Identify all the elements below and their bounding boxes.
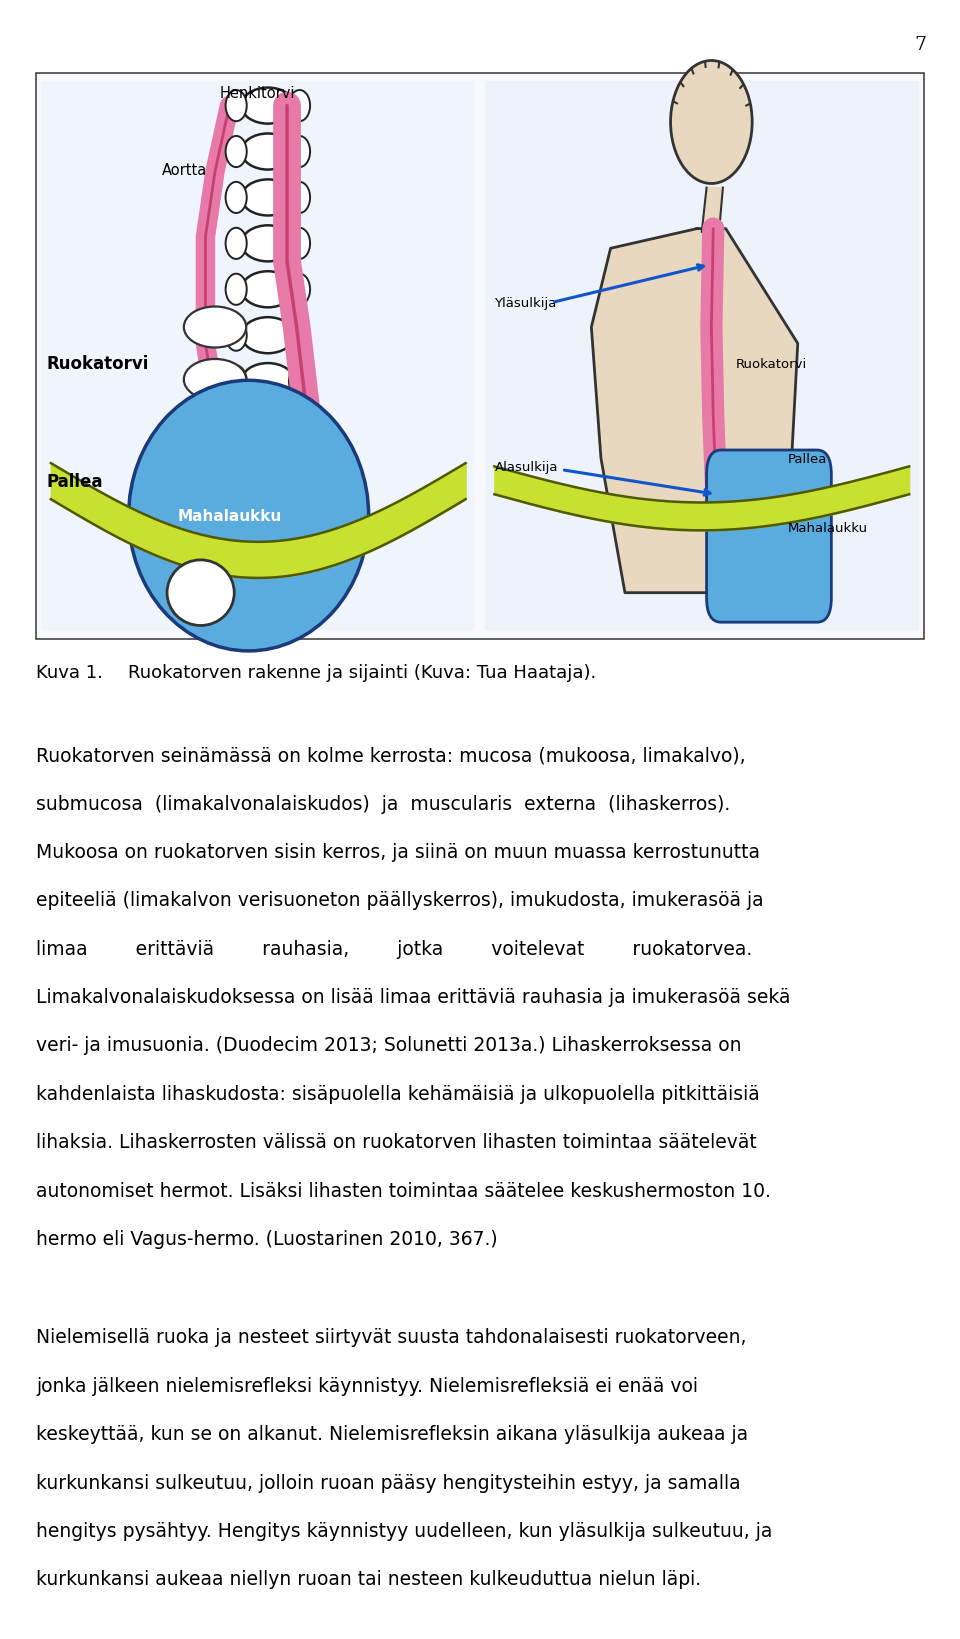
Text: hermo eli Vagus-hermo. (Luostarinen 2010, 367.): hermo eli Vagus-hermo. (Luostarinen 2010… — [36, 1229, 498, 1249]
Text: Mahalaukku: Mahalaukku — [178, 508, 281, 524]
Text: Pallea: Pallea — [46, 474, 103, 490]
Ellipse shape — [242, 364, 294, 400]
Ellipse shape — [289, 367, 310, 397]
Ellipse shape — [242, 410, 294, 446]
Ellipse shape — [242, 272, 294, 308]
Ellipse shape — [670, 61, 753, 184]
Bar — [36, 74, 924, 639]
Ellipse shape — [289, 228, 310, 259]
Text: kahdenlaista lihaskudosta: sisäpuolella kehämäisiä ja ulkopuolella pitkittäisiä: kahdenlaista lihaskudosta: sisäpuolella … — [36, 1085, 760, 1103]
Ellipse shape — [167, 561, 234, 626]
Text: epiteeliä (limakalvon verisuoneton päällyskerros), imukudosta, imukerasöä ja: epiteeliä (limakalvon verisuoneton pääll… — [36, 890, 764, 910]
Text: Nielemisellä ruoka ja nesteet siirtyvät suusta tahdonalaisesti ruokatorveen,: Nielemisellä ruoka ja nesteet siirtyvät … — [36, 1328, 747, 1347]
Text: Ruokatorvi: Ruokatorvi — [46, 356, 149, 372]
Ellipse shape — [226, 411, 247, 443]
Ellipse shape — [226, 184, 247, 213]
Text: limaa        erittäviä        rauhasia,        jotka        voitelevat        ru: limaa erittäviä rauhasia, jotka voitelev… — [36, 939, 753, 959]
Text: Ruokatorvi: Ruokatorvi — [735, 357, 806, 370]
Ellipse shape — [289, 90, 310, 121]
Ellipse shape — [226, 320, 247, 351]
Text: Limakalvonalaiskudoksessa on lisää limaa erittäviä rauhasia ja imukerasöä sekä: Limakalvonalaiskudoksessa on lisää limaa… — [36, 987, 791, 1006]
Text: Mahalaukku: Mahalaukku — [788, 521, 868, 534]
Ellipse shape — [226, 138, 247, 167]
Text: Ruokatorven rakenne ja sijainti (Kuva: Tua Haataja).: Ruokatorven rakenne ja sijainti (Kuva: T… — [128, 664, 596, 682]
Text: Kuva 1.: Kuva 1. — [36, 664, 104, 682]
Ellipse shape — [184, 306, 246, 347]
Ellipse shape — [289, 411, 310, 443]
Ellipse shape — [184, 464, 246, 505]
Text: Alasulkija: Alasulkija — [494, 461, 558, 474]
Ellipse shape — [242, 226, 294, 262]
Ellipse shape — [289, 274, 310, 305]
Ellipse shape — [242, 318, 294, 354]
Polygon shape — [702, 188, 723, 233]
Ellipse shape — [184, 361, 246, 402]
Ellipse shape — [226, 228, 247, 259]
Text: Pallea: Pallea — [788, 452, 828, 465]
FancyBboxPatch shape — [707, 451, 831, 623]
Ellipse shape — [242, 89, 294, 125]
Ellipse shape — [289, 320, 310, 351]
Ellipse shape — [226, 274, 247, 305]
Text: lihaksia. Lihaskerrosten välissä on ruokatorven lihasten toimintaa säätelevät: lihaksia. Lihaskerrosten välissä on ruok… — [36, 1133, 757, 1152]
Text: jonka jälkeen nielemisrefleksi käynnistyy. Nielemisrefleksiä ei enää voi: jonka jälkeen nielemisrefleksi käynnisty… — [36, 1377, 699, 1395]
Ellipse shape — [226, 367, 247, 397]
Text: Yläsulkija: Yläsulkija — [494, 297, 557, 310]
Text: Aortta: Aortta — [162, 162, 207, 179]
Ellipse shape — [184, 413, 246, 454]
Text: kurkunkansi aukeaa niellyn ruoan tai nesteen kulkeuduttua nielun läpi.: kurkunkansi aukeaa niellyn ruoan tai nes… — [36, 1570, 702, 1588]
Text: Henkitorvi: Henkitorvi — [220, 85, 296, 102]
Text: 7: 7 — [914, 36, 926, 54]
Text: autonomiset hermot. Lisäksi lihasten toimintaa säätelee keskushermoston 10.: autonomiset hermot. Lisäksi lihasten toi… — [36, 1180, 771, 1200]
Text: submucosa  (limakalvonalaiskudos)  ja  muscularis  externa  (lihaskerros).: submucosa (limakalvonalaiskudos) ja musc… — [36, 793, 731, 813]
Text: kurkunkansi sulkeutuu, jolloin ruoan pääsy hengitysteihin estyy, ja samalla: kurkunkansi sulkeutuu, jolloin ruoan pää… — [36, 1472, 741, 1491]
Text: hengitys pysähtyy. Hengitys käynnistyy uudelleen, kun yläsulkija sulkeutuu, ja: hengitys pysähtyy. Hengitys käynnistyy u… — [36, 1521, 773, 1541]
Bar — [485, 82, 919, 631]
Polygon shape — [591, 229, 798, 593]
Bar — [41, 82, 475, 631]
Ellipse shape — [242, 134, 294, 170]
Ellipse shape — [129, 380, 369, 651]
Text: Mukoosa on ruokatorven sisin kerros, ja siinä on muun muassa kerrostunutta: Mukoosa on ruokatorven sisin kerros, ja … — [36, 842, 760, 862]
Text: veri- ja imusuonia. (Duodecim 2013; Solunetti 2013a.) Lihaskerroksessa on: veri- ja imusuonia. (Duodecim 2013; Solu… — [36, 1036, 742, 1056]
Ellipse shape — [226, 90, 247, 121]
Ellipse shape — [242, 180, 294, 216]
Ellipse shape — [289, 138, 310, 167]
Text: Ruokatorven seinämässä on kolme kerrosta: mucosa (mukoosa, limakalvo),: Ruokatorven seinämässä on kolme kerrosta… — [36, 746, 746, 765]
Text: keskeyttää, kun se on alkanut. Nielemisrefleksin aikana yläsulkija aukeaa ja: keskeyttää, kun se on alkanut. Nielemisr… — [36, 1424, 749, 1444]
Ellipse shape — [289, 184, 310, 213]
